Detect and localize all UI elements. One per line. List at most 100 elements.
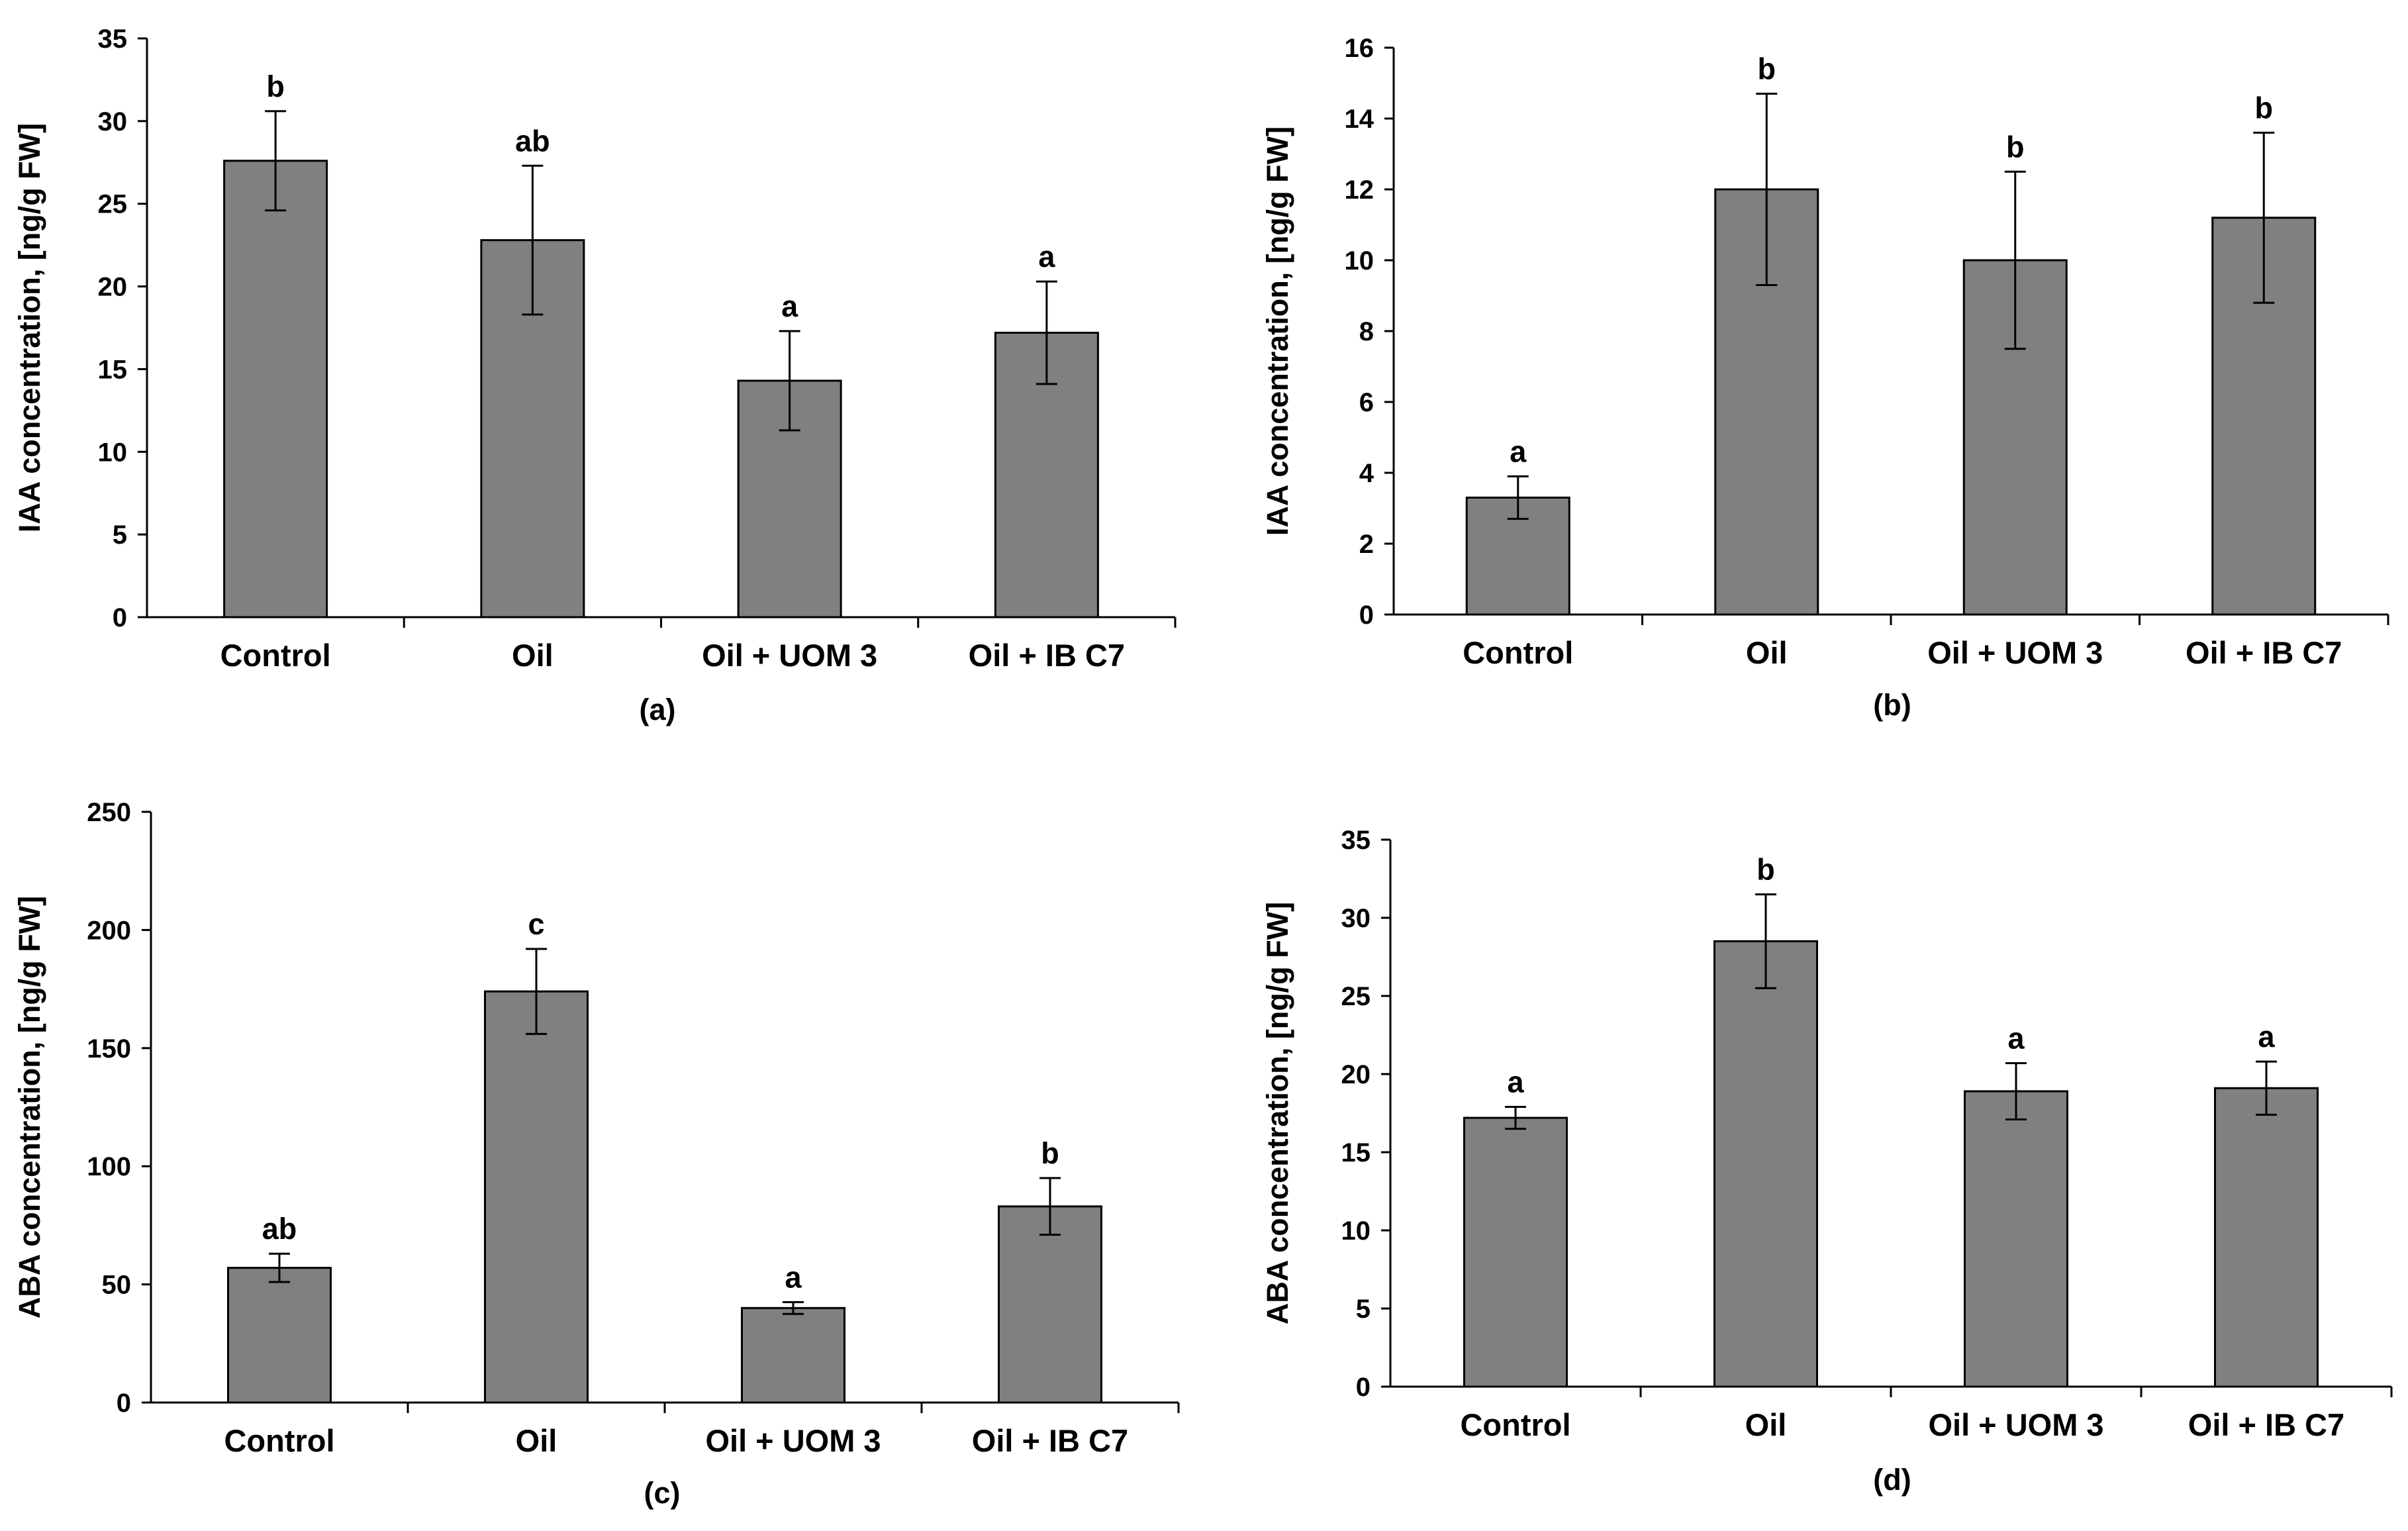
- y-tick-label-a-3: 15: [98, 355, 128, 384]
- error-bar-c-1: [526, 948, 547, 1035]
- chart-panel-d: a Control b Oil a Oil + UOM 3 a Oil + IB C7 0 5 10…: [1261, 826, 2393, 1497]
- error-bar-a-2: [779, 330, 800, 432]
- significance-label-c-2: a: [785, 1260, 802, 1294]
- significance-label-b-3: b: [2255, 91, 2274, 124]
- y-tick-label-d-6: 30: [1341, 904, 1371, 933]
- bar-c-1: [484, 990, 589, 1404]
- error-bar-d-0: [1505, 1106, 1526, 1130]
- significance-label-d-2: a: [2007, 1021, 2025, 1055]
- error-bar-c-3: [1039, 1177, 1061, 1236]
- y-axis-title-d: ABA concentration, [ng/g FW]: [1261, 902, 1294, 1324]
- error-bar-b-0: [1507, 475, 1529, 520]
- y-tick-label-d-7: 35: [1341, 826, 1371, 855]
- significance-label-a-3: a: [1038, 240, 1055, 273]
- y-axis-title-c: ABA concentration, [ng/g FW]: [13, 896, 46, 1318]
- error-bar-a-0: [265, 110, 287, 212]
- significance-label-a-2: a: [781, 289, 798, 323]
- y-tick-label-b-4: 8: [1359, 317, 1374, 346]
- x-tick-label-b-3: Oil + IB C7: [2186, 635, 2342, 670]
- y-tick-label-a-1: 5: [113, 520, 127, 550]
- y-tick-label-a-5: 25: [98, 190, 128, 219]
- y-tick-label-c-1: 50: [102, 1271, 132, 1300]
- significance-label-d-3: a: [2258, 1020, 2275, 1054]
- chart-panel-c: ab Control c Oil a Oil + UOM 3 b Oil + IB C7 0 50…: [13, 798, 1180, 1510]
- significance-label-c-3: b: [1041, 1136, 1059, 1170]
- error-bar-d-2: [2005, 1062, 2027, 1120]
- error-bar-c-0: [269, 1252, 290, 1283]
- y-tick-label-b-2: 4: [1359, 459, 1374, 488]
- error-bar-b-3: [2253, 131, 2275, 304]
- y-tick-label-b-5: 10: [1345, 246, 1374, 275]
- y-tick-label-b-7: 14: [1345, 105, 1374, 134]
- error-bar-a-3: [1035, 280, 1057, 385]
- y-tick-label-d-3: 15: [1341, 1138, 1371, 1167]
- x-tick-label-d-3: Oil + IB C7: [2188, 1407, 2344, 1442]
- bar-c-0: [227, 1267, 332, 1404]
- x-tick-label-d-1: Oil: [1745, 1407, 1787, 1442]
- y-tick-label-d-4: 20: [1341, 1060, 1371, 1089]
- significance-label-d-0: a: [1507, 1065, 1524, 1099]
- significance-label-b-1: b: [1758, 52, 1776, 86]
- x-tick-label-c-2: Oil + UOM 3: [705, 1423, 881, 1458]
- panel-label-b: (b): [1873, 688, 1911, 722]
- error-bar-d-1: [1755, 893, 1776, 989]
- y-tick-label-c-3: 150: [87, 1034, 131, 1063]
- x-tick-label-a-0: Control: [220, 638, 331, 673]
- x-tick-label-a-1: Oil: [512, 638, 554, 673]
- significance-label-d-1: b: [1757, 853, 1775, 887]
- x-tick-label-d-0: Control: [1460, 1407, 1570, 1442]
- x-tick-label-a-3: Oil + IB C7: [969, 638, 1125, 673]
- significance-label-b-0: a: [1510, 434, 1527, 468]
- y-tick-label-a-0: 0: [113, 603, 127, 632]
- y-tick-label-c-4: 200: [87, 916, 131, 945]
- y-tick-label-d-1: 5: [1356, 1295, 1371, 1324]
- error-bar-a-1: [522, 164, 544, 316]
- y-axis-title-b: IAA concentration, [ng/g FW]: [1261, 126, 1294, 536]
- y-tick-label-b-8: 16: [1345, 34, 1374, 63]
- y-tick-label-c-0: 0: [117, 1389, 131, 1418]
- y-tick-label-b-0: 0: [1359, 601, 1374, 630]
- bar-c-3: [998, 1205, 1102, 1404]
- x-tick-label-a-2: Oil + UOM 3: [702, 638, 877, 673]
- y-tick-label-a-4: 20: [98, 273, 128, 302]
- bar-b-3: [2211, 217, 2317, 616]
- x-tick-label-d-2: Oil + UOM 3: [1928, 1407, 2103, 1442]
- y-tick-label-d-0: 0: [1356, 1373, 1371, 1402]
- y-tick-label-c-5: 250: [87, 798, 131, 827]
- y-tick-label-a-6: 30: [98, 107, 128, 136]
- bar-d-3: [2214, 1087, 2319, 1388]
- y-tick-label-b-6: 12: [1345, 175, 1374, 205]
- significance-label-a-0: b: [266, 70, 285, 103]
- bar-d-2: [1964, 1090, 2068, 1388]
- error-bar-c-2: [783, 1301, 804, 1315]
- bar-c-2: [741, 1307, 845, 1404]
- y-axis-title-a: IAA concentration, [ng/g FW]: [13, 123, 46, 532]
- x-tick-label-b-0: Control: [1463, 635, 1573, 670]
- x-tick-label-c-0: Control: [224, 1423, 334, 1458]
- y-tick-label-d-2: 10: [1341, 1216, 1371, 1246]
- significance-label-a-1: ab: [515, 124, 550, 158]
- significance-label-c-1: c: [528, 907, 544, 941]
- y-tick-label-c-2: 100: [87, 1152, 131, 1181]
- significance-label-c-0: ab: [262, 1212, 297, 1246]
- x-tick-label-c-3: Oil + IB C7: [972, 1423, 1128, 1458]
- panel-label-a: (a): [640, 693, 676, 726]
- chart-panel-b: a Control b Oil b Oil + UOM 3 b Oil + IB C7 0 2 4 6…: [1261, 34, 2389, 722]
- y-tick-label-b-3: 6: [1359, 388, 1374, 417]
- y-tick-label-b-1: 2: [1359, 530, 1374, 559]
- bar-d-1: [1713, 940, 1818, 1388]
- bar-d-0: [1463, 1116, 1568, 1388]
- error-bar-b-2: [2004, 170, 2026, 350]
- error-bar-d-3: [2256, 1060, 2277, 1116]
- y-tick-label-a-7: 35: [98, 25, 128, 54]
- panel-label-c: (c): [644, 1476, 681, 1510]
- x-tick-label-c-1: Oil: [516, 1423, 557, 1458]
- y-tick-label-a-2: 10: [98, 438, 128, 467]
- x-tick-label-b-1: Oil: [1746, 635, 1788, 670]
- x-tick-label-b-2: Oil + UOM 3: [1927, 635, 2103, 670]
- significance-label-b-2: b: [2006, 130, 2025, 164]
- panel-label-d: (d): [1873, 1463, 1911, 1497]
- error-bar-b-1: [1756, 93, 1778, 286]
- y-tick-label-d-5: 25: [1341, 982, 1371, 1011]
- chart-panel-a: b Control ab Oil a Oil + UOM 3 a Oil + IB C7 0 5 1…: [13, 25, 1177, 726]
